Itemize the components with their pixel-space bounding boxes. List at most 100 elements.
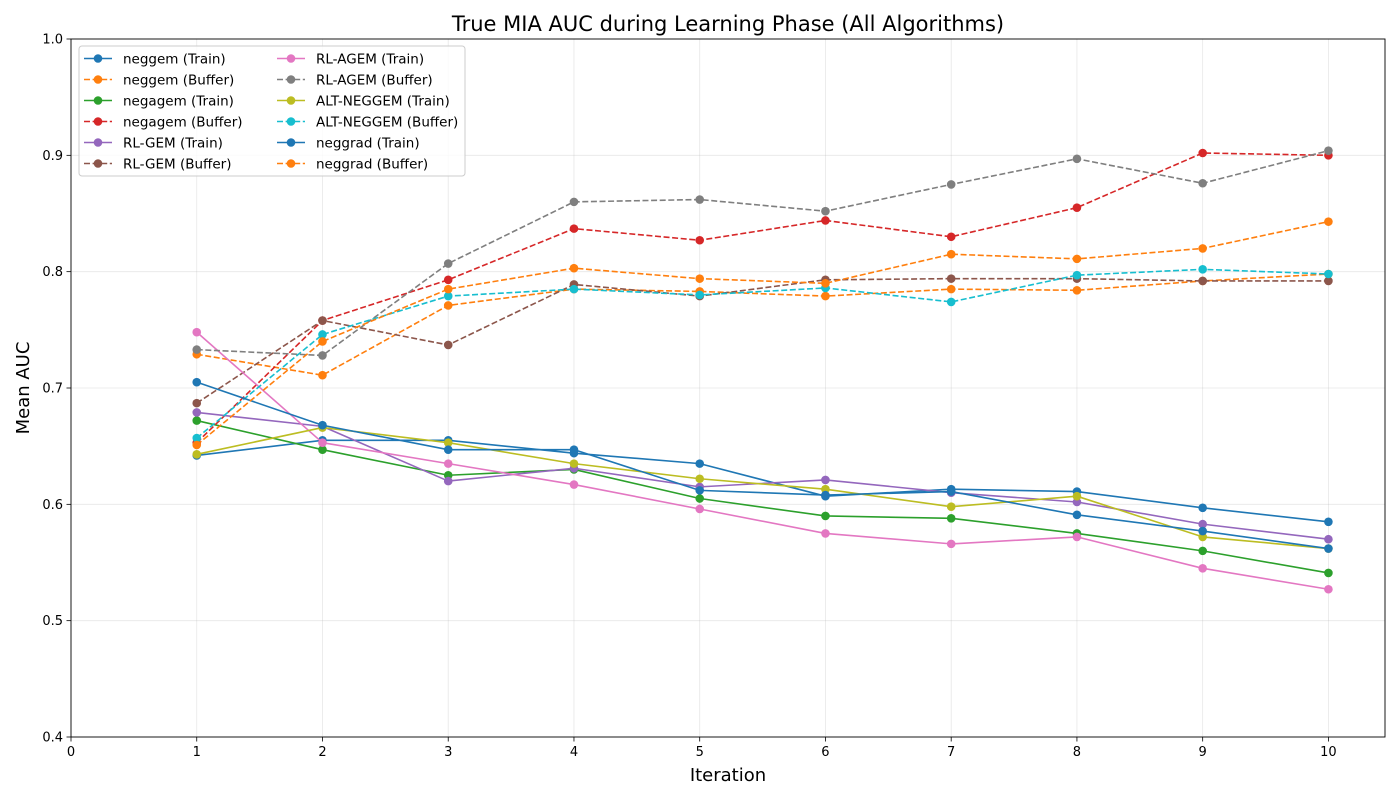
data-point: [1072, 203, 1082, 212]
data-point: [443, 340, 453, 350]
data-point: [569, 480, 579, 489]
data-point: [1198, 519, 1207, 529]
x-tick-label: 3: [444, 745, 452, 760]
data-point: [821, 206, 830, 216]
data-point: [569, 445, 579, 454]
data-point: [695, 235, 705, 245]
legend-marker: [93, 159, 103, 168]
legend-marker: [286, 75, 296, 84]
data-point: [443, 284, 453, 294]
data-point: [1324, 568, 1333, 578]
legend-label: RL-GEM (Train): [123, 135, 223, 151]
data-point: [443, 301, 453, 310]
series-line: [196, 419, 1329, 574]
series-line: [196, 277, 1329, 404]
data-point: [695, 474, 705, 484]
data-point: [1324, 217, 1333, 226]
data-point: [192, 398, 202, 408]
data-point: [1324, 276, 1333, 286]
data-point: [569, 224, 579, 233]
legend-label: neggrad (Buffer): [316, 156, 428, 172]
data-point: [192, 377, 202, 387]
legend-item: negagem (Buffer): [84, 114, 243, 130]
data-point: [695, 195, 705, 204]
series-line: [196, 149, 1329, 357]
series-layer: [192, 146, 1333, 594]
data-point: [1198, 503, 1207, 513]
legend-marker: [286, 96, 296, 105]
legend-label: ALT-NEGGEM (Buffer): [316, 114, 458, 130]
data-point: [1198, 265, 1207, 274]
legend-item: RL-AGEM (Buffer): [277, 72, 433, 88]
axes-layer: 0 1 2 3 4 5 6 7 8 9 10 0.4 0.5 0.6 0.7 0.8 0.9 1.0: [42, 33, 1386, 760]
legend-marker: [286, 138, 296, 147]
data-point: [1072, 510, 1082, 520]
data-point: [192, 433, 202, 443]
data-point: [1198, 526, 1207, 536]
series-line: [196, 268, 1329, 439]
y-tick-label: 1.0: [42, 33, 63, 48]
data-point: [1324, 534, 1333, 544]
legend-marker: [93, 117, 103, 126]
data-point: [318, 337, 327, 346]
series-3: [192, 148, 1333, 447]
data-point: [1072, 491, 1082, 501]
data-point: [821, 475, 830, 485]
series-6: [192, 327, 1333, 594]
data-point: [318, 351, 327, 360]
data-point: [695, 504, 705, 514]
y-tick-label: 0.4: [42, 731, 63, 746]
series-line: [196, 331, 1329, 591]
data-point: [443, 438, 453, 447]
data-point: [1072, 532, 1082, 542]
data-point: [1072, 285, 1082, 295]
x-tick-label: 7: [947, 745, 955, 760]
legend-label: neggrad (Train): [316, 135, 420, 151]
data-point: [946, 487, 956, 496]
data-point: [192, 345, 202, 354]
legend-label: RL-AGEM (Buffer): [316, 72, 433, 88]
legend-item: neggem (Buffer): [84, 72, 234, 88]
data-point: [821, 511, 830, 521]
x-tick-label: 8: [1073, 745, 1081, 760]
legend-item: negagem (Train): [84, 93, 234, 109]
legend-label: ALT-NEGGEM (Train): [316, 93, 450, 109]
data-point: [695, 290, 705, 300]
legend-label: neggem (Buffer): [123, 72, 234, 88]
legend-box: [78, 45, 466, 177]
x-tick-label: 2: [318, 745, 326, 760]
legend-marker: [286, 159, 296, 168]
data-point: [946, 180, 956, 189]
y-tick-label: 0.9: [42, 149, 63, 164]
legend-item: neggrad (Buffer): [277, 156, 428, 172]
legend-label: RL-AGEM (Train): [316, 51, 424, 67]
data-point: [443, 459, 453, 468]
data-point: [1198, 148, 1207, 158]
x-tick-label: 5: [696, 745, 704, 760]
data-point: [946, 513, 956, 523]
x-tick-label: 9: [1199, 745, 1207, 760]
data-point: [1198, 276, 1207, 286]
data-point: [946, 502, 956, 511]
data-point: [569, 263, 579, 273]
data-point: [318, 438, 327, 447]
legend-item: RL-GEM (Train): [84, 135, 223, 151]
data-point: [1198, 564, 1207, 573]
data-point: [821, 291, 830, 301]
series-9: [192, 265, 1333, 443]
data-point: [695, 494, 705, 503]
data-point: [1324, 517, 1333, 527]
data-point: [1324, 146, 1333, 155]
data-point: [1072, 254, 1082, 264]
data-point: [946, 284, 956, 294]
legend-marker: [93, 96, 103, 105]
data-point: [1072, 270, 1082, 280]
series-line: [196, 220, 1329, 446]
data-point: [1324, 584, 1333, 594]
data-point: [318, 445, 327, 454]
legend-item: neggrad (Train): [277, 135, 420, 151]
data-point: [569, 197, 579, 207]
data-point: [946, 274, 956, 283]
